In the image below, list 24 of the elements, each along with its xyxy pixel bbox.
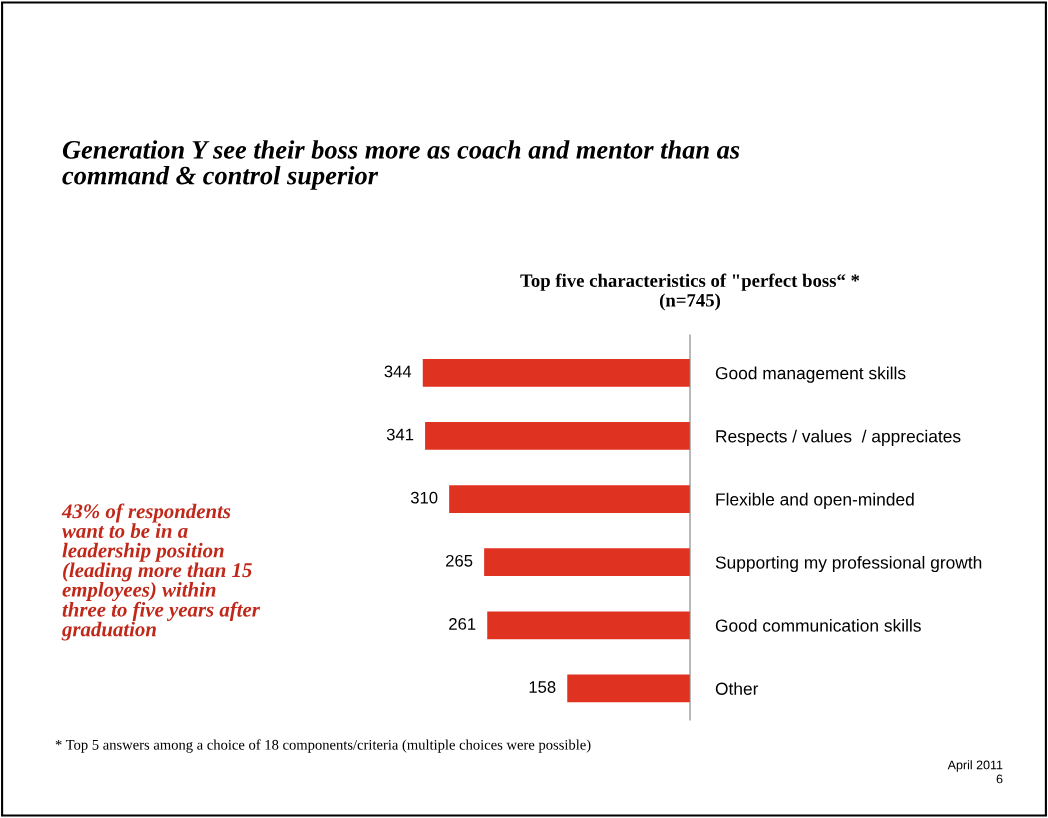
y-tick-label: Good management skills: [715, 366, 906, 383]
text: 43% of respondents want to be in a leadership position (leading more than 15 employees) within three to five years after graduation: [61, 503, 261, 641]
text: * Top 5 answers among a choice of 18 components/criteria (multiple choices were possible): [55, 739, 591, 753]
bar: [567, 674, 690, 703]
y-tick-label: Respects / values / appreciates: [716, 429, 961, 446]
data-label: 158: [529, 681, 556, 693]
text: 6: [996, 774, 1003, 784]
bar: [484, 548, 690, 577]
chart-subtitle: Generation Y see their boss more as coach and mentor than as command & control superior: [62, 140, 740, 190]
chart-title: Top five characteristics of "perfect boss“ * (n=745): [520, 273, 860, 311]
data-label: 341: [386, 428, 414, 441]
data-label: 310: [410, 491, 438, 504]
bar: [422, 358, 690, 387]
bar: [449, 485, 690, 513]
y-tick-label: Other: [715, 682, 759, 695]
data-label: 265: [446, 554, 473, 567]
y-tick-label: Good communication skills: [715, 619, 921, 632]
data-label: 344: [384, 365, 412, 378]
bar: [425, 422, 690, 450]
data-label: 261: [449, 618, 476, 630]
y-tick-label: Flexible and open-minded: [716, 492, 914, 509]
text: April 2011: [947, 760, 1003, 772]
bar: [487, 611, 690, 640]
y-tick-label: Supporting my professional growth: [715, 555, 982, 573]
